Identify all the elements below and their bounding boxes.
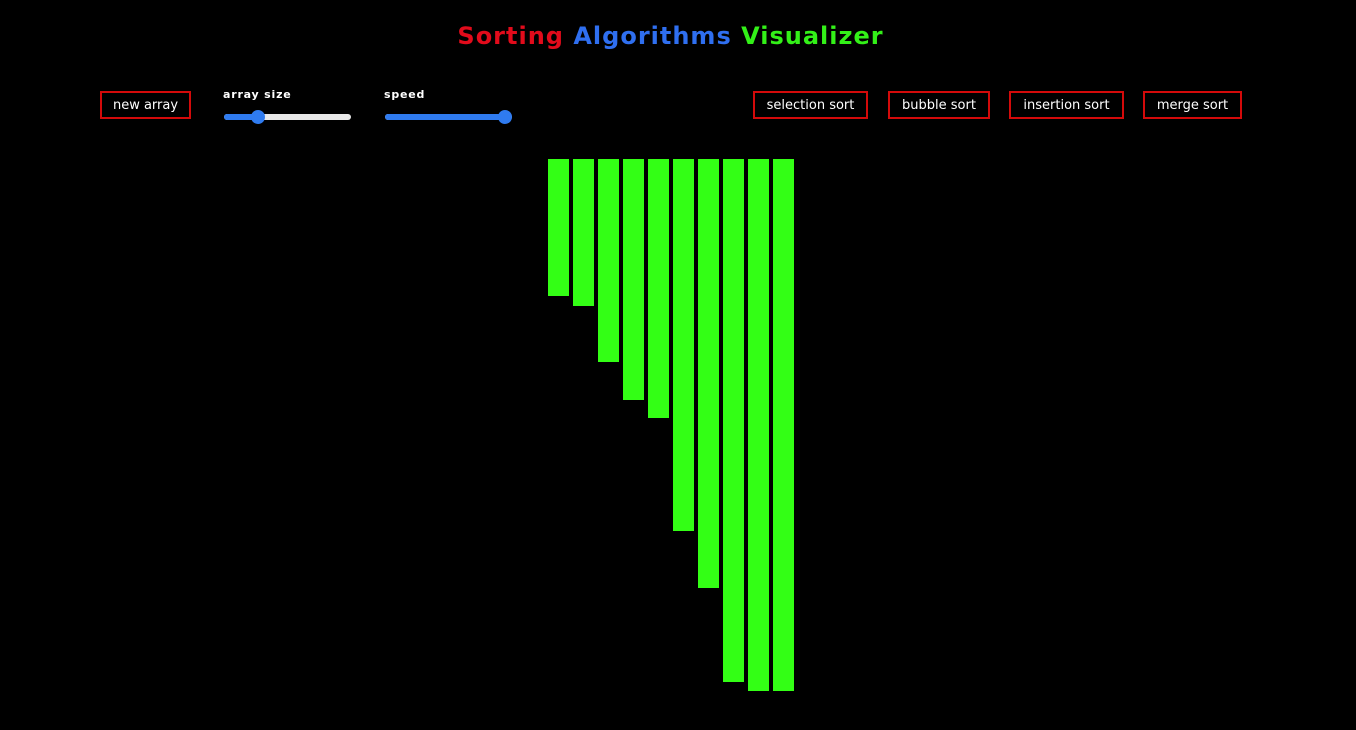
title-word-algorithms: Algorithms bbox=[573, 22, 732, 50]
array-bar bbox=[648, 159, 669, 418]
array-size-thumb[interactable] bbox=[251, 110, 266, 124]
selection-sort-button[interactable]: selection sort bbox=[753, 91, 868, 119]
array-size-label: array size bbox=[223, 88, 292, 101]
speed-slider[interactable] bbox=[385, 110, 512, 124]
speed-fill bbox=[385, 114, 505, 120]
title-word-sorting: Sorting bbox=[457, 22, 564, 50]
array-bar bbox=[748, 159, 769, 691]
merge-sort-button[interactable]: merge sort bbox=[1143, 91, 1242, 119]
array-bar bbox=[698, 159, 719, 588]
bubble-sort-button[interactable]: bubble sort bbox=[888, 91, 990, 119]
array-bar bbox=[548, 159, 569, 296]
new-array-button[interactable]: new array bbox=[100, 91, 191, 119]
title-word-visualizer: Visualizer bbox=[741, 22, 884, 50]
array-bar bbox=[773, 159, 794, 691]
page-title: Sorting Algorithms Visualizer bbox=[0, 20, 1341, 52]
speed-label: speed bbox=[384, 88, 426, 101]
array-bar bbox=[673, 159, 694, 531]
array-size-slider[interactable] bbox=[224, 110, 351, 124]
array-size-track bbox=[224, 114, 351, 120]
insertion-sort-button[interactable]: insertion sort bbox=[1009, 91, 1124, 119]
array-bar bbox=[598, 159, 619, 362]
array-bar bbox=[573, 159, 594, 306]
array-bar bbox=[623, 159, 644, 400]
array-size-fill bbox=[224, 114, 259, 120]
array-bar bbox=[723, 159, 744, 682]
speed-thumb[interactable] bbox=[498, 110, 512, 124]
